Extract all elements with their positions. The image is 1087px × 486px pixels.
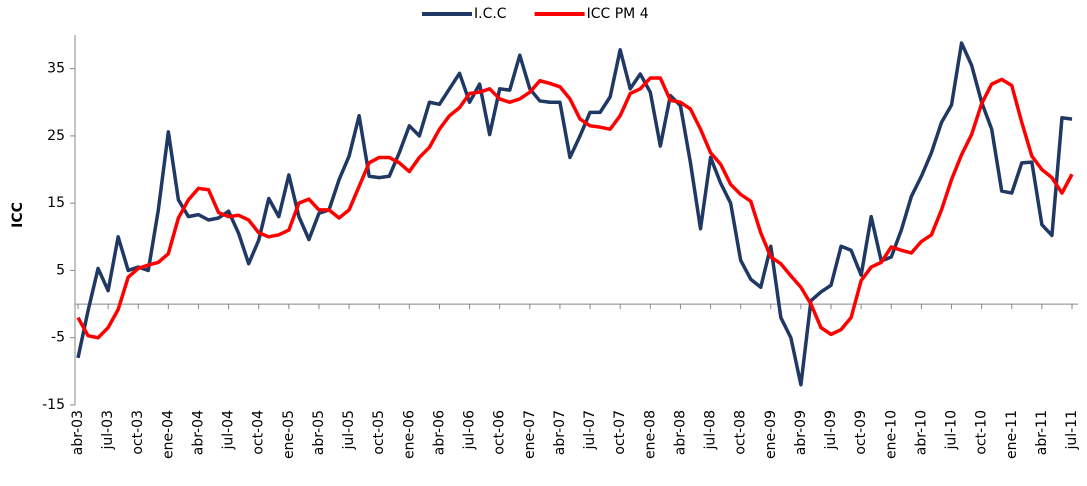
y-tick-label: -5 [51, 330, 65, 346]
legend-label: ICC PM 4 [587, 6, 649, 22]
x-tick-label: jul-11 [1064, 410, 1080, 451]
y-tick-label: 35 [47, 61, 65, 77]
x-tick-label: oct-03 [130, 410, 146, 455]
x-tick-label: ene-06 [401, 410, 417, 459]
x-tick-label: oct-07 [612, 410, 628, 455]
x-tick-label: abr-09 [793, 410, 809, 455]
x-tick-label: abr-08 [672, 410, 688, 455]
x-tick-label: abr-03 [70, 410, 86, 455]
x-tick-label: abr-05 [311, 410, 327, 455]
y-tick-label: -15 [42, 397, 65, 413]
x-tick-label: oct-10 [974, 410, 990, 455]
x-tick-label: ene-09 [763, 410, 779, 459]
series-line [76, 76, 1074, 340]
x-tick-label: abr-07 [552, 410, 568, 455]
x-tick-label: jul-07 [582, 410, 598, 451]
x-tick-label: jul-09 [823, 410, 839, 451]
x-tick-label: jul-04 [221, 410, 237, 451]
x-tick-label: jul-10 [944, 410, 960, 451]
y-tick-label: 15 [47, 195, 65, 211]
x-tick-label: ene-11 [1004, 410, 1020, 459]
x-tick-label: jul-06 [462, 410, 478, 451]
x-tick-label: ene-05 [281, 410, 297, 459]
y-axis-title: ICC [10, 202, 26, 228]
x-tick-label: abr-04 [190, 410, 206, 455]
x-tick-label: jul-08 [703, 410, 719, 451]
series-line [76, 41, 1073, 387]
x-tick-label: jul-03 [100, 410, 116, 451]
x-tick-label: ene-07 [522, 410, 538, 459]
y-tick-label: 5 [56, 262, 65, 278]
x-tick-label: ene-08 [642, 410, 658, 459]
legend-label: I.C.C [474, 6, 507, 22]
x-tick-label: abr-10 [913, 410, 929, 455]
x-tick-label: abr-11 [1034, 410, 1050, 455]
x-tick-label: jul-05 [341, 410, 357, 451]
x-tick-label: abr-06 [431, 410, 447, 455]
x-tick-label: oct-05 [371, 410, 387, 455]
x-tick-label: oct-08 [733, 410, 749, 455]
x-tick-label: oct-06 [492, 410, 508, 455]
x-tick-label: ene-04 [160, 410, 176, 459]
y-tick-label: 25 [47, 128, 65, 144]
x-tick-label: ene-10 [883, 410, 899, 459]
x-tick-label: oct-09 [853, 410, 869, 455]
x-tick-label: oct-04 [251, 410, 267, 455]
